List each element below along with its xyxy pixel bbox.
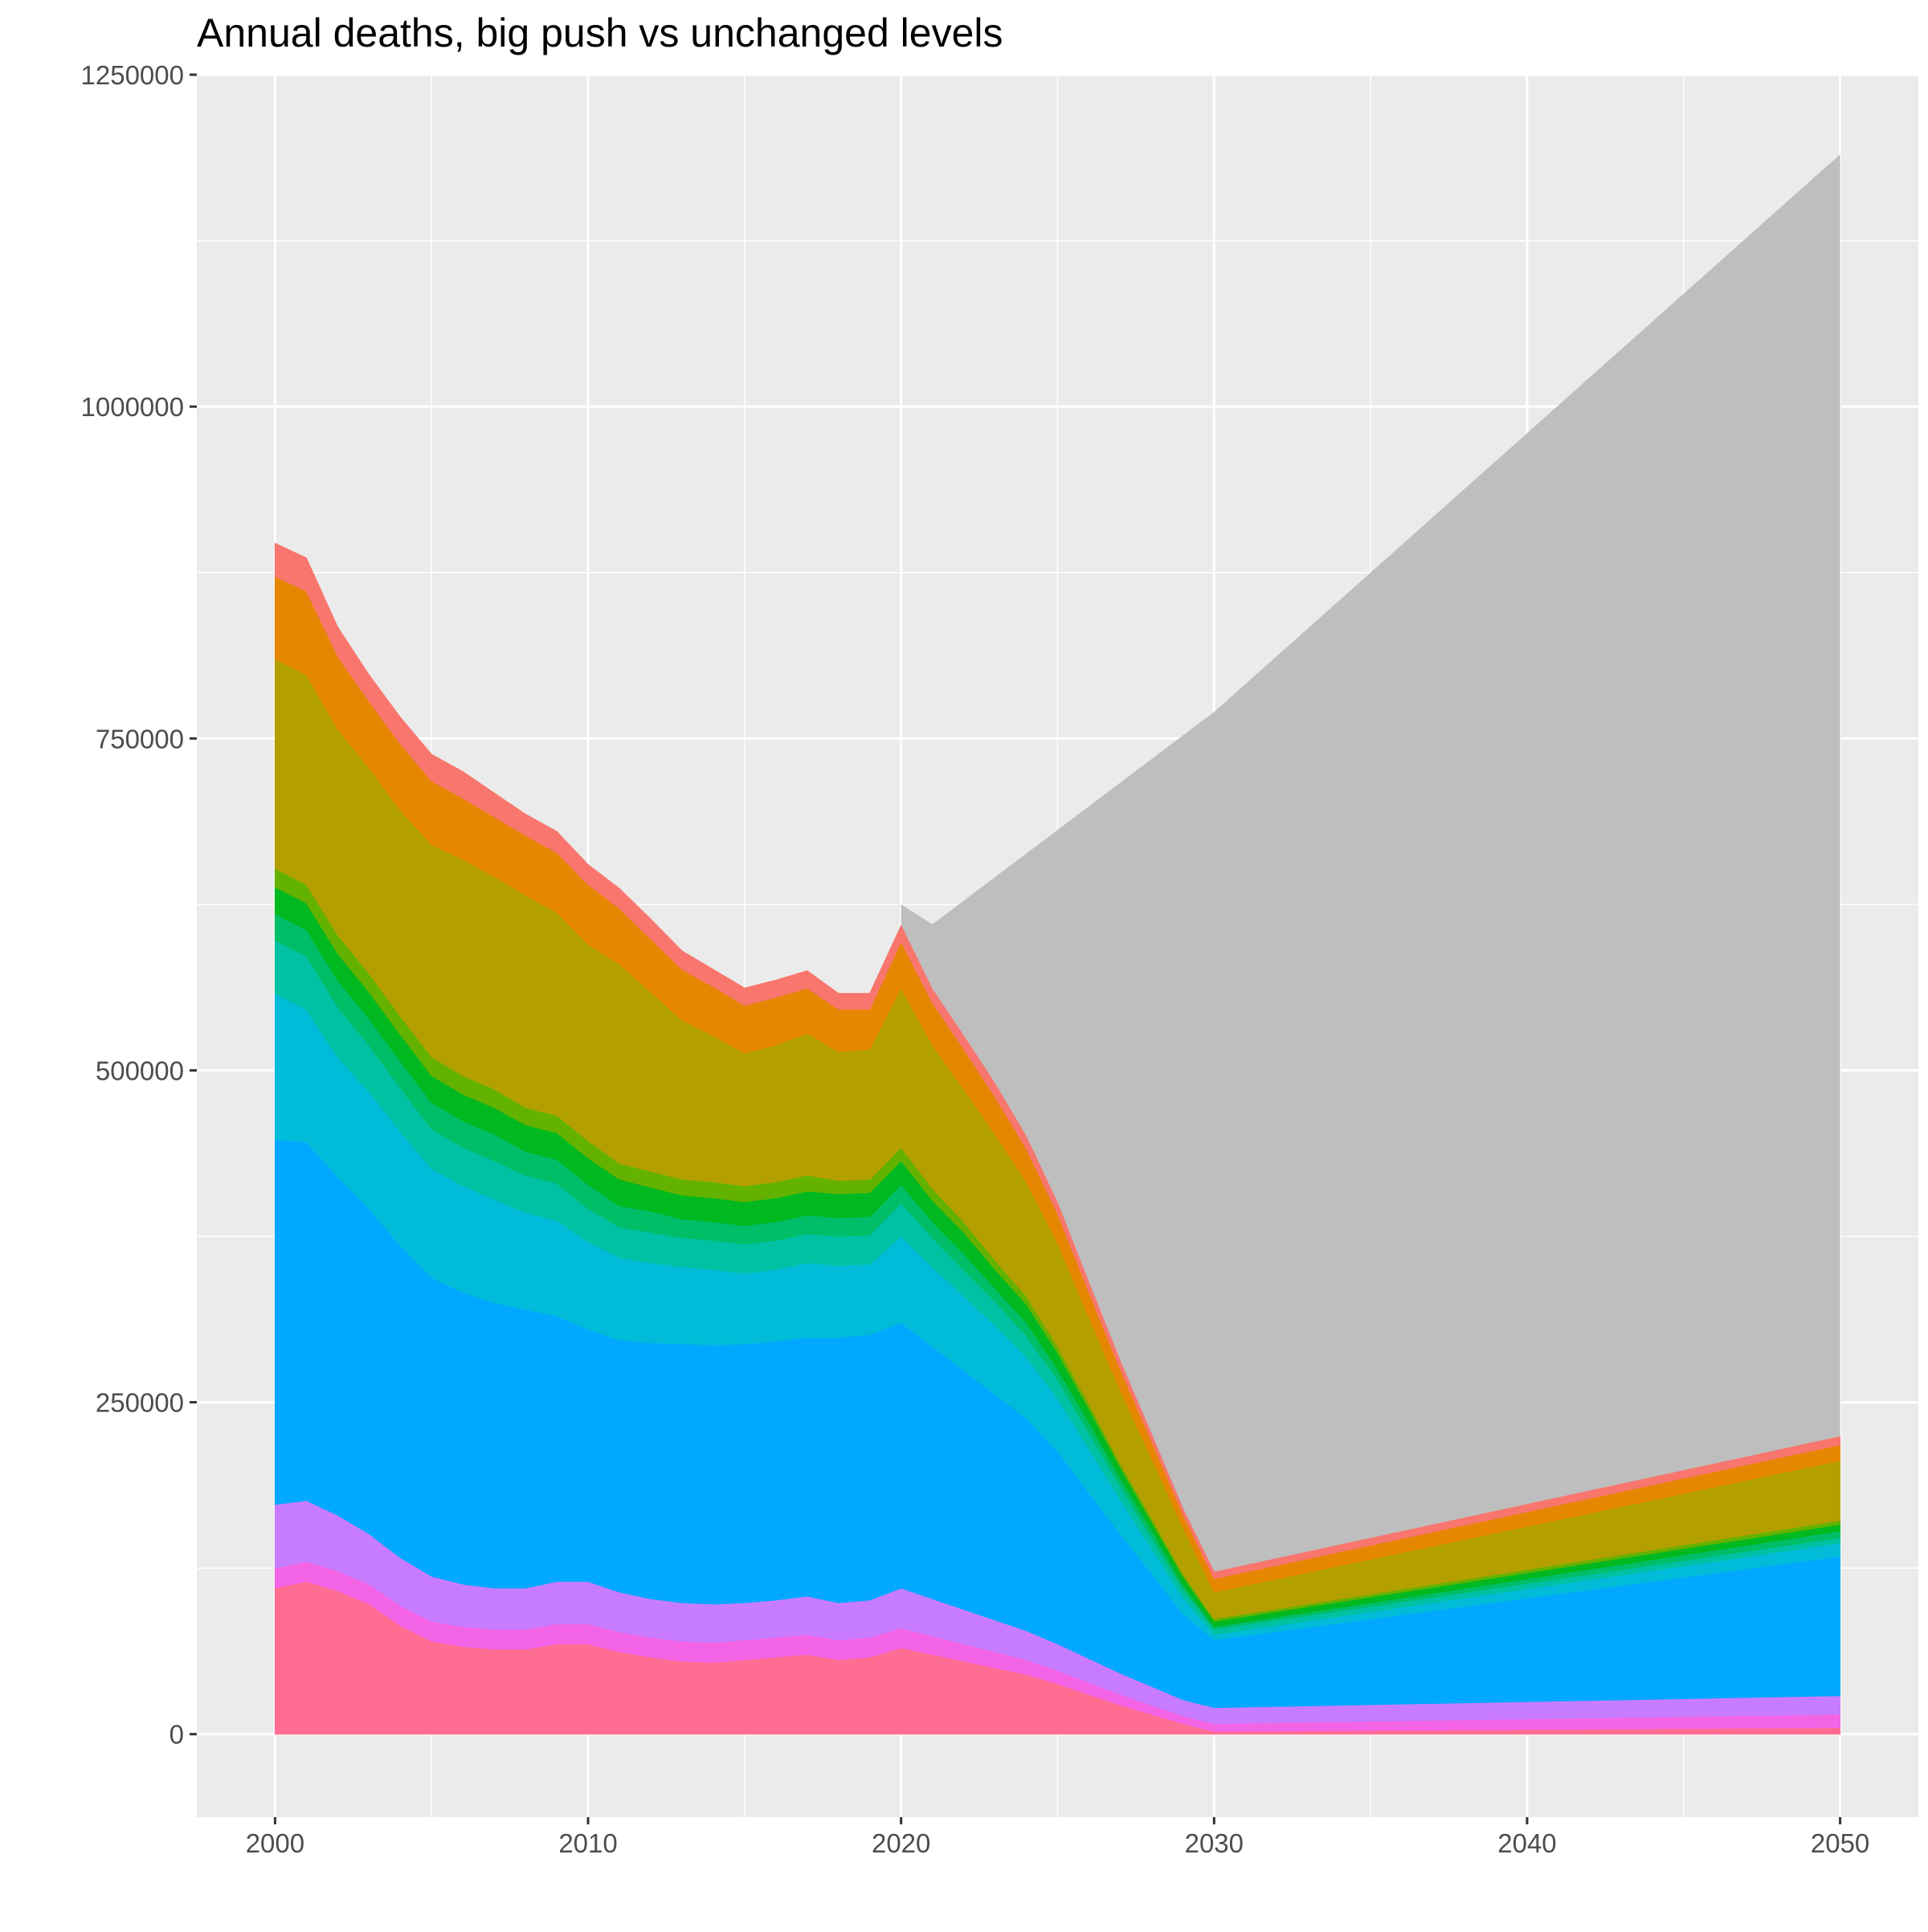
y-axis: 0 250000 500000 750000 1000000 1250000 — [81, 60, 197, 1750]
y-tick-label: 500000 — [96, 1056, 184, 1085]
unchanged-levels-area — [901, 154, 1840, 1734]
x-axis: 2000 2010 2020 2030 2040 2050 — [246, 1817, 1869, 1858]
series-area-12 — [274, 542, 1841, 1579]
x-tick-label: 2040 — [1497, 1828, 1556, 1858]
stacked-areas — [274, 154, 1841, 1735]
chart-title: Annual deaths, big push vs unchanged lev… — [197, 10, 1003, 55]
y-tick-label: 0 — [170, 1720, 184, 1750]
y-tick-label: 1000000 — [81, 392, 184, 422]
y-tick-label: 1250000 — [81, 60, 184, 90]
x-tick-label: 2010 — [558, 1828, 617, 1858]
y-tick-label: 750000 — [96, 724, 184, 754]
x-tick-label: 2000 — [246, 1828, 304, 1858]
x-tick-label: 2050 — [1811, 1828, 1869, 1858]
x-tick-label: 2020 — [872, 1828, 930, 1858]
y-tick-label: 250000 — [96, 1388, 184, 1418]
x-tick-label: 2030 — [1185, 1828, 1244, 1858]
